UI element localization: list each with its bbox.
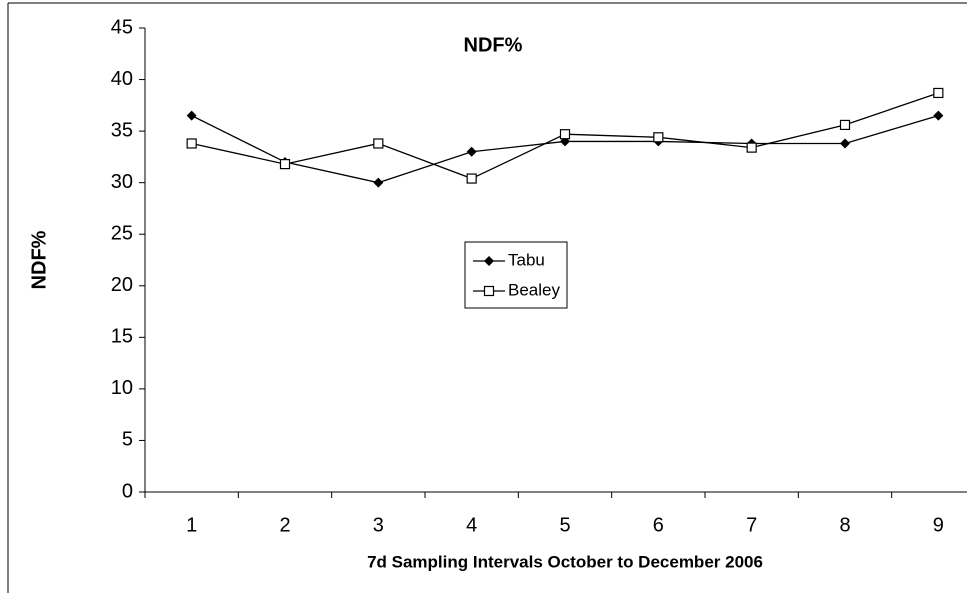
data-point [373,177,384,188]
data-point [839,119,851,131]
x-tick-label: 8 [839,514,850,536]
y-tick-label: 25 [111,223,133,245]
data-point [279,159,291,170]
data-point [466,146,477,157]
data-point [466,173,477,184]
data-point [746,142,757,153]
legend-marker [484,256,494,266]
x-tick-label: 3 [373,514,384,536]
y-tick-label: 45 [111,16,133,38]
x-tick-label: 4 [466,514,477,536]
legend-marker [483,285,495,297]
data-point [840,138,850,149]
data-point [373,138,384,149]
data-point [933,87,944,99]
x-tick-label: 2 [279,514,290,536]
x-tick-label: 5 [559,514,570,536]
data-point [933,110,944,121]
data-point [186,110,197,121]
data-point [186,138,197,149]
data-point [653,132,664,143]
y-tick-label: 20 [111,274,133,296]
legend-label: Tabu [508,250,545,269]
legend-label: Bealey [508,280,560,299]
y-tick-label: 35 [111,119,133,141]
legend-box [464,241,568,309]
x-tick-label: 6 [653,514,664,536]
series-line [191,115,939,184]
x-tick-label: 9 [933,514,944,536]
y-tick-label: 30 [111,171,133,193]
legend: Tabu Bealey [464,241,568,309]
chart-title: NDF% [464,34,523,56]
x-axis-label: 7d Sampling Intervals October to Decembe… [367,552,763,571]
y-axis-label: NDF% [28,230,50,289]
data-point [559,129,571,140]
y-tick-label: 0 [122,480,133,502]
y-tick-label: 10 [111,377,133,399]
x-tick-label: 7 [746,514,757,536]
y-tick-label: 15 [111,326,133,348]
y-tick-label: 5 [122,429,133,451]
y-tick-label: 40 [111,68,133,90]
x-tick-label: 1 [186,514,197,536]
